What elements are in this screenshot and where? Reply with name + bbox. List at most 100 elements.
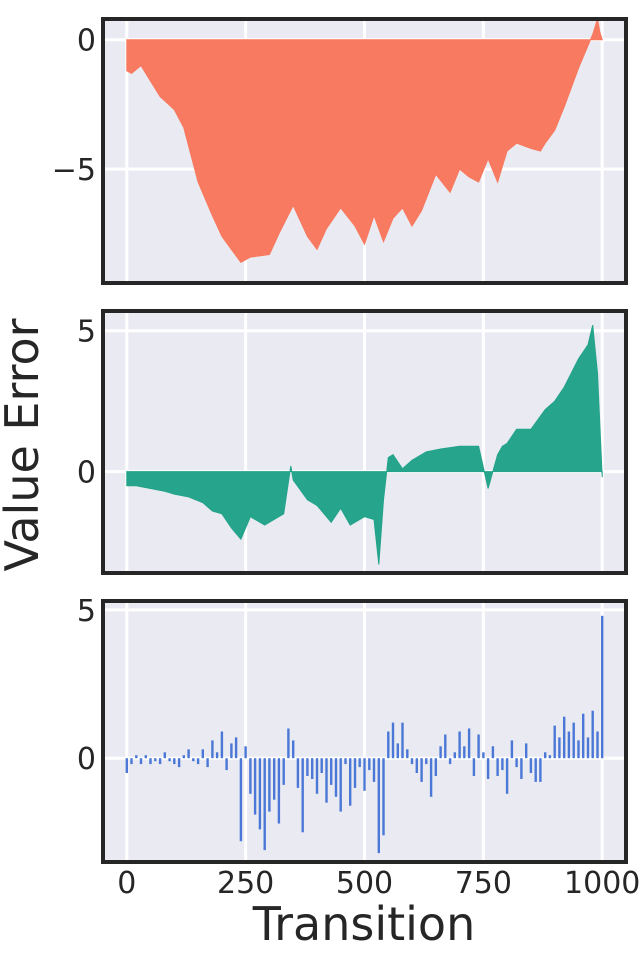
- value-error-bar: [591, 710, 594, 759]
- value-error-bar: [268, 758, 271, 812]
- value-error-bar: [453, 752, 456, 759]
- value-error-bar: [467, 728, 471, 759]
- value-error-bar: [168, 758, 171, 762]
- y-tick-label: 5: [77, 594, 96, 629]
- value-error-bar: [244, 746, 247, 759]
- value-error-bar: [458, 731, 461, 759]
- value-error-bar: [173, 758, 176, 765]
- y-tick-label: 5: [77, 315, 96, 350]
- y-tick-label: 0: [77, 456, 96, 491]
- y-tick-label: −5: [52, 153, 96, 188]
- value-error-bar: [472, 758, 476, 776]
- value-error-bar: [515, 758, 518, 768]
- value-error-bar: [206, 758, 209, 768]
- value-error-bar: [139, 758, 143, 765]
- value-error-bar: [144, 755, 147, 759]
- value-error-bar: [596, 731, 599, 759]
- value-error-bar: [601, 615, 604, 759]
- value-error-bar: [306, 758, 309, 776]
- plot-frame: [101, 309, 628, 575]
- x-tick-label: 0: [117, 866, 136, 901]
- value-error-bar: [434, 758, 437, 776]
- value-error-bar: [239, 758, 243, 842]
- value-error-bar: [334, 758, 338, 797]
- value-error-bar: [572, 722, 575, 759]
- value-error-bar: [582, 713, 585, 759]
- value-error-bar: [287, 728, 290, 759]
- value-error-bar: [567, 731, 571, 759]
- value-error-bar: [253, 758, 257, 815]
- value-error-bar: [301, 758, 304, 833]
- value-error-bar: [429, 758, 433, 797]
- value-error-bar: [154, 758, 157, 762]
- value-error-bar: [353, 758, 357, 788]
- value-error-bar: [382, 758, 385, 836]
- value-error-bar: [225, 758, 228, 771]
- value-error-bar: [496, 758, 499, 776]
- value-error-bar: [215, 752, 219, 759]
- value-error-bar: [292, 740, 295, 759]
- value-error-bar: [410, 758, 414, 765]
- x-tick-label: 750: [455, 866, 512, 901]
- value-error-bar: [182, 755, 185, 759]
- value-error-bar: [163, 752, 166, 759]
- value-error-bar: [130, 758, 133, 765]
- value-error-bar: [372, 758, 376, 782]
- value-error-bar: [234, 737, 238, 759]
- value-error-bar: [534, 758, 537, 782]
- value-error-bar: [220, 731, 224, 759]
- value-error-bar: [505, 758, 509, 794]
- area-series: [126, 18, 603, 263]
- value-error-bar: [510, 740, 514, 759]
- subplot-3: 50: [77, 594, 628, 864]
- x-tick-label: 500: [336, 866, 393, 901]
- value-error-bar: [344, 758, 347, 765]
- value-error-bar: [196, 758, 200, 765]
- value-error-bar: [158, 758, 162, 765]
- value-error-bar: [230, 743, 233, 759]
- value-error-bar: [558, 737, 561, 759]
- value-error-bar: [396, 743, 399, 759]
- value-error-bar: [296, 758, 300, 788]
- value-error-bar: [525, 743, 528, 759]
- value-error-bar: [320, 758, 323, 773]
- subplot-2: 50: [77, 309, 628, 575]
- x-tick-label: 1000: [564, 866, 640, 901]
- value-error-bar: [529, 758, 533, 773]
- plot-frame: [101, 599, 628, 864]
- value-error-bar: [258, 758, 262, 830]
- value-error-bar: [563, 716, 566, 759]
- value-error-bar: [277, 758, 281, 824]
- value-error-bar: [482, 752, 485, 759]
- x-tick-label: 250: [217, 866, 274, 901]
- y-tick-label: 0: [77, 24, 96, 59]
- y-tick-label: 0: [77, 742, 96, 777]
- value-error-bar: [539, 758, 542, 782]
- value-error-bar: [415, 758, 418, 773]
- value-error-bar: [249, 758, 252, 794]
- value-error-bar: [491, 746, 495, 759]
- value-error-bar: [439, 746, 442, 759]
- value-error-bar: [201, 749, 204, 759]
- value-error-bar: [349, 758, 352, 806]
- value-error-bar: [444, 734, 447, 759]
- value-error-bar: [358, 758, 361, 768]
- value-error-bar: [520, 758, 523, 779]
- value-error-bar: [586, 737, 590, 759]
- value-error-bar: [363, 758, 366, 791]
- value-error-bar: [315, 758, 319, 794]
- value-error-bar: [187, 749, 190, 759]
- value-error-bar: [211, 740, 214, 759]
- value-error-bar: [548, 755, 552, 759]
- area-series: [126, 324, 603, 565]
- value-error-bar: [125, 758, 128, 773]
- value-error-bar: [553, 725, 556, 759]
- value-error-bar: [420, 758, 423, 782]
- value-error-bar: [311, 758, 314, 779]
- value-error-bar: [486, 758, 490, 779]
- value-error-bar: [149, 758, 152, 765]
- x-axis-label: Transition: [252, 897, 475, 951]
- value-error-bar: [339, 758, 342, 812]
- value-error-bar: [406, 749, 409, 759]
